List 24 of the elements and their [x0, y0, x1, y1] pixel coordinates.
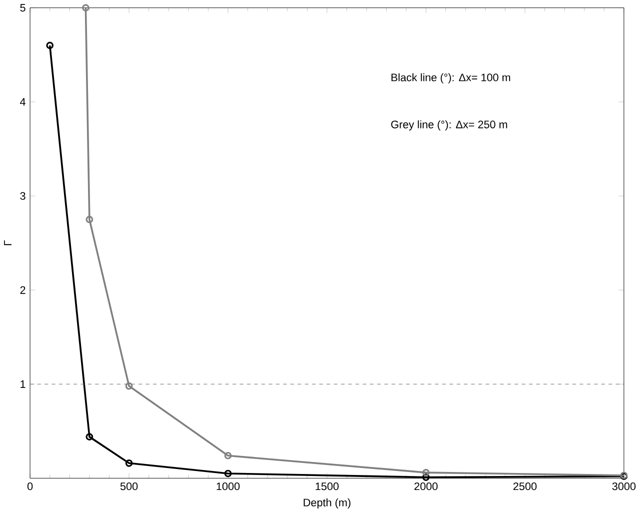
- x-tick-label: 1500: [316, 482, 339, 490]
- x-tick-label: 0: [27, 482, 33, 490]
- point: [422, 469, 430, 476]
- annotation: Grey line (°): Δx= 250 m: [391, 120, 508, 131]
- x-axis-title: Depth (m): [304, 498, 350, 509]
- x-tick-label: 2000: [414, 482, 438, 490]
- x-tick-label: 3000: [612, 482, 636, 490]
- x-tick-label: 1000: [216, 482, 240, 490]
- x-tick-label: 500: [120, 482, 138, 490]
- y-axis-title: Γ: [4, 240, 12, 246]
- point: [224, 470, 232, 478]
- point: [224, 452, 232, 460]
- y-tick-label: 3: [20, 192, 26, 200]
- point: [125, 382, 133, 390]
- point: [125, 460, 133, 468]
- point: [86, 216, 94, 224]
- y-tick-label: 2: [20, 286, 26, 294]
- point: [422, 474, 430, 482]
- y-tick-label: 5: [20, 4, 26, 12]
- x-tick-label: 2500: [513, 482, 537, 490]
- point: [86, 433, 94, 441]
- annotation: Black line (°): Δx= 100 m: [392, 74, 510, 84]
- y-tick-label: 1: [20, 380, 26, 388]
- y-tick-label: 4: [20, 98, 26, 106]
